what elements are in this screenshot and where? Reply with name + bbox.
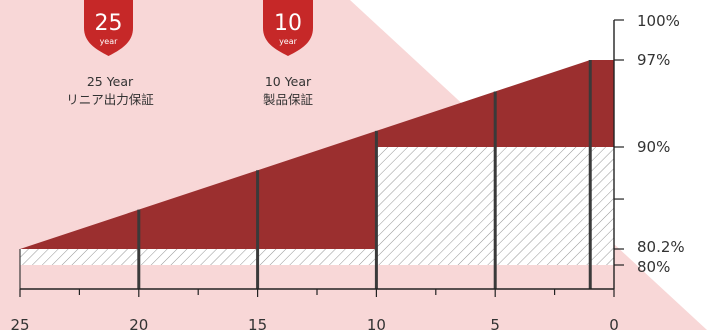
badge-sub: year (100, 37, 119, 46)
y-tick-label-100: 100% (637, 12, 680, 30)
x-tick-label-10: 10 (367, 316, 386, 333)
linear-warranty-fill (20, 60, 614, 249)
badge-number: 25 (95, 11, 123, 36)
x-tick-label-20: 20 (129, 316, 148, 333)
badge-caption-line2: リニア出力保証 (66, 92, 154, 107)
y-tick-label-80-2: 80.2% (637, 238, 685, 256)
x-tick-label-0: 0 (609, 316, 619, 333)
badge-10-year: 10 year 10 Year 製品保証 (263, 0, 314, 107)
x-tick-label-25: 25 (10, 316, 29, 333)
x-tick-label-5: 5 (490, 316, 500, 333)
badge-25-year: 25 year 25 Year リニア出力保証 (66, 0, 154, 107)
badge-caption-line2: 製品保証 (263, 92, 314, 107)
shield-icon (263, 0, 313, 56)
y-tick-label-90: 90% (637, 138, 670, 156)
linear-warranty-wedge (20, 60, 614, 249)
year-marker-lines (19, 60, 592, 289)
axes (19, 19, 624, 297)
badge-caption-line1: 25 Year (87, 74, 134, 89)
y-tick-label-97: 97% (637, 51, 670, 69)
step-area-0 (20, 249, 377, 265)
y-tick-label-80: 80% (637, 258, 670, 276)
y-tick-labels: 100% 97% 90% 80.2% 80% (637, 12, 685, 276)
shield-icon (84, 0, 133, 56)
x-tick-label-15: 15 (248, 316, 267, 333)
badge-number: 10 (274, 11, 302, 36)
badge-sub: year (279, 37, 298, 46)
badge-caption-line1: 10 Year (265, 74, 312, 89)
x-tick-labels: 25 20 15 10 5 0 (10, 316, 618, 333)
